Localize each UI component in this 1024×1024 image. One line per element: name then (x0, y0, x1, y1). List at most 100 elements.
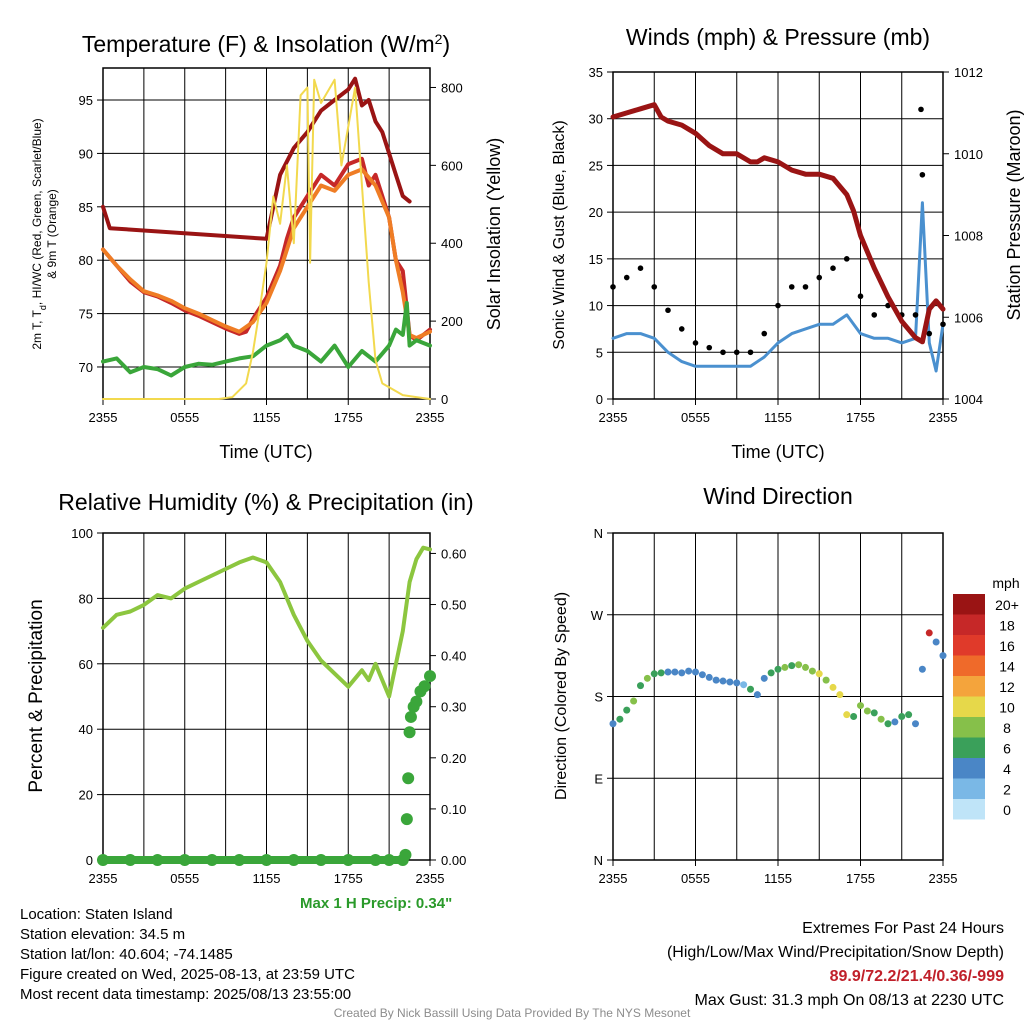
wind-xtick-label: 2355 (599, 410, 628, 425)
rh-y2tick-label: 0.00 (441, 853, 466, 868)
location-text: Location: Staten Island (20, 906, 173, 923)
gust-point (830, 265, 836, 272)
dir-ytick-label: E (594, 771, 603, 786)
gust-point (802, 284, 809, 290)
precip-point (97, 854, 109, 866)
direction-point (918, 665, 926, 673)
rh-y2tick-label: 0.30 (441, 700, 466, 715)
precip-point (178, 854, 191, 866)
gust-point (637, 265, 644, 272)
rh-ytick-label: 100 (71, 526, 93, 541)
extremes-title: Extremes For Past 24 Hours (802, 920, 1004, 937)
wind-ytick-label: 20 (589, 205, 603, 220)
gust-point (926, 330, 933, 337)
temp-xtick-label: 2355 (416, 410, 445, 425)
gust-point (843, 256, 850, 262)
gust-point (623, 274, 630, 281)
gust-point (788, 284, 795, 290)
rh-y2tick-label: 0.50 (441, 598, 466, 613)
direction-point (685, 667, 693, 675)
wind-series-line (610, 102, 946, 345)
direction-point (925, 629, 933, 637)
direction-point (863, 707, 871, 715)
direction-point (726, 678, 734, 686)
direction-point (650, 670, 658, 678)
direction-point (705, 673, 713, 681)
temp-xtick-label: 1155 (253, 410, 281, 425)
dir-xtick-label: 1155 (764, 871, 792, 886)
precip-point (399, 848, 412, 861)
temp-y2tick-label: 600 (441, 158, 463, 173)
wind-y2tick-label: 1004 (954, 392, 983, 407)
direction-point (843, 711, 851, 719)
direction-point (753, 691, 761, 699)
precip-point (403, 726, 416, 739)
wind-ytick-label: 10 (589, 299, 603, 314)
legend-swatch (953, 635, 985, 656)
gust-point (775, 302, 781, 309)
precip-point (287, 854, 300, 866)
direction-point (822, 676, 830, 684)
legend-swatch (953, 717, 985, 738)
legend-label: 4 (1003, 761, 1011, 777)
legend-label: 12 (999, 679, 1015, 695)
temp-ytick-label: 85 (79, 200, 93, 215)
legend-swatch (953, 696, 985, 717)
gust-point (733, 349, 740, 356)
temp-series-line (101, 167, 432, 341)
direction-point (678, 669, 686, 677)
rh-ytick-label: 0 (86, 853, 93, 868)
rh-y2tick-label: 0.20 (441, 751, 466, 766)
rh-y2tick-label: 0.60 (441, 546, 466, 561)
legend-label: 8 (1003, 720, 1011, 736)
extremes-values: 89.9/72.2/21.4/0.36/-999 (829, 968, 1004, 985)
wind-y2tick-label: 1006 (954, 310, 983, 325)
temp-y2tick-label: 0 (441, 392, 448, 407)
rh-xtick-label: 1755 (334, 871, 363, 886)
rh-y2tick-label: 0.40 (441, 649, 466, 664)
legend-label: 6 (1003, 741, 1011, 757)
legend-swatch (953, 594, 985, 615)
precip-point (400, 813, 413, 826)
direction-point (712, 676, 720, 684)
direction-point (815, 670, 823, 678)
rh-xtick-label: 2355 (416, 871, 445, 886)
dir-xtick-label: 1755 (846, 871, 875, 886)
rh-title: Relative Humidity (%) & Precipitation (i… (58, 489, 473, 515)
gust-point (706, 344, 713, 351)
elevation-text: Station elevation: 34.5 m (20, 926, 186, 943)
temp-ytick-label: 90 (79, 146, 93, 161)
precip-point (342, 854, 355, 866)
temp-y2tick-label: 800 (441, 80, 463, 95)
temp-series-line (102, 78, 431, 400)
extremes-info: Extremes For Past 24 Hours (High/Low/Max… (667, 917, 1004, 1013)
gust-point (918, 106, 924, 113)
station-info: Location: Staten Island Station elevatio… (20, 905, 355, 1005)
rh-ytick-label: 20 (79, 788, 93, 803)
direction-point (905, 711, 913, 719)
wind-ytick-label: 5 (596, 345, 603, 360)
wind-xtick-label: 0555 (681, 410, 710, 425)
wind-series-line (611, 201, 945, 373)
temp-ylabel-line1: 2m T, Td, HI/WC (Red, Green, Scarlet/Blu… (30, 118, 48, 349)
legend-swatch (953, 778, 985, 799)
precip-point (260, 854, 273, 866)
rh-xtick-label: 1155 (253, 871, 281, 886)
direction-point (932, 638, 940, 646)
wind-y2tick-label: 1008 (954, 229, 983, 244)
direction-point (829, 683, 837, 691)
temp-ytick-label: 70 (79, 360, 93, 375)
wind-ylabel-left: Sonic Wind & Gust (Blue, Black) (551, 120, 568, 349)
gust-point (610, 284, 616, 290)
direction-point (623, 706, 631, 714)
wind-xlabel: Time (UTC) (731, 442, 824, 462)
legend-label: 0 (1003, 802, 1011, 818)
rh-y2tick-label: 0.10 (441, 802, 466, 817)
temp-xtick-label: 1755 (334, 410, 363, 425)
direction-point (671, 668, 679, 676)
dir-xtick-label: 2355 (599, 871, 628, 886)
temp-title: Temperature (F) & Insolation (W/m2) (82, 31, 450, 57)
direction-point (719, 677, 727, 685)
dir-xtick-label: 0555 (681, 871, 710, 886)
